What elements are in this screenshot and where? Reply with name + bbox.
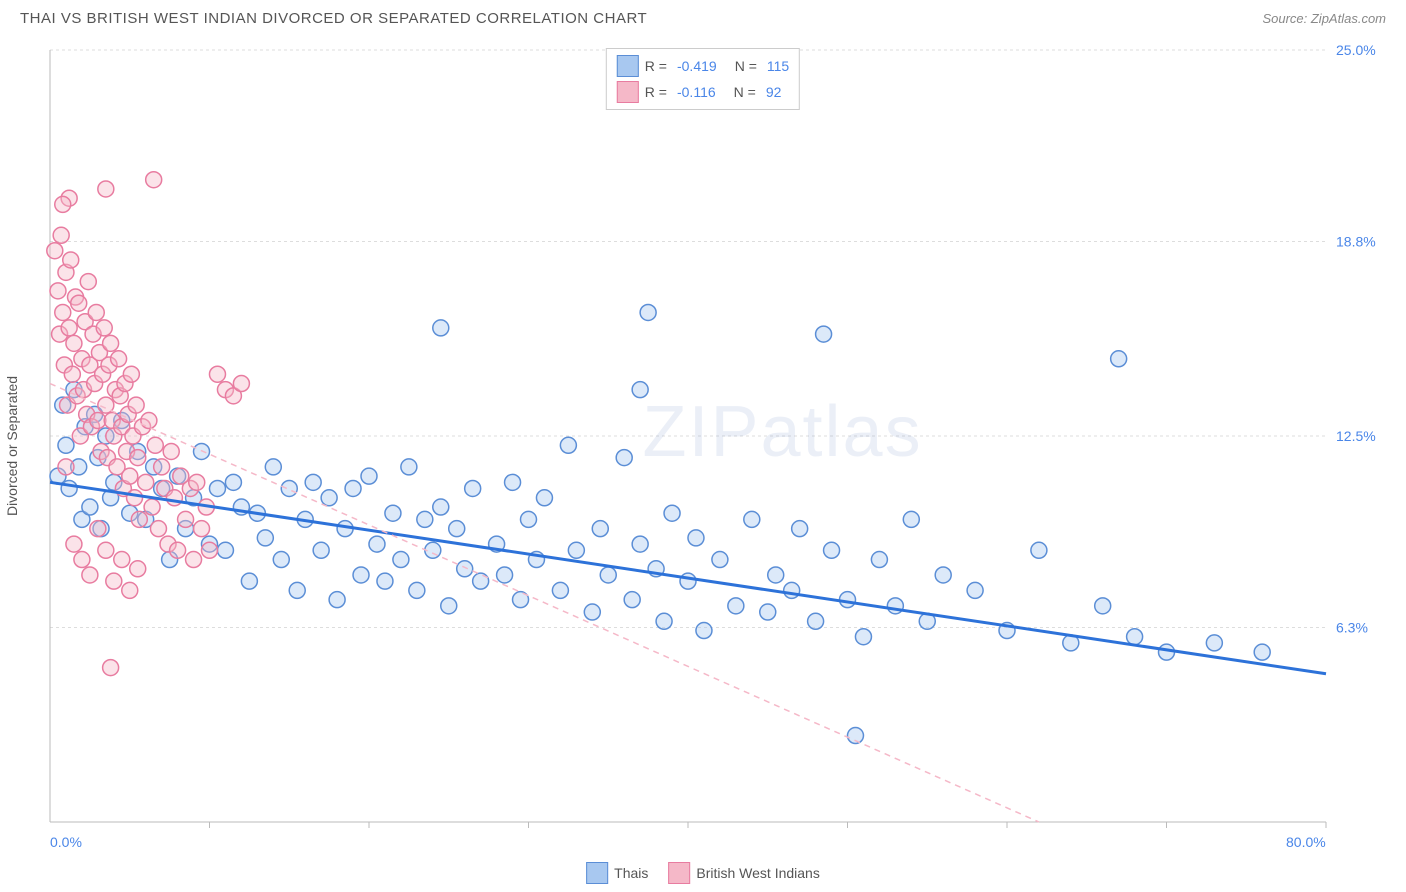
r-value: -0.419 (677, 58, 717, 74)
r-label: R = (645, 58, 667, 74)
x-axis-start-label: 0.0% (50, 834, 82, 850)
n-value: 92 (766, 84, 782, 100)
legend-item: Thais (586, 862, 648, 884)
chart-area: ZIPatlas 6.3%12.5%18.8%25.0% (45, 45, 1386, 852)
series-legend: Thais British West Indians (586, 862, 820, 884)
n-value: 115 (767, 58, 789, 74)
svg-text:25.0%: 25.0% (1336, 45, 1376, 58)
correlation-legend: R = -0.419 N = 115 R = -0.116 N = 92 (606, 48, 800, 110)
scatter-chart: 6.3% 12.5% 18.8% 25.0% (45, 45, 1386, 852)
legend-item: British West Indians (668, 862, 819, 884)
y-axis-label: Divorced or Separated (4, 376, 20, 516)
n-label: N = (735, 58, 757, 74)
swatch-icon (668, 862, 690, 884)
r-value: -0.116 (677, 84, 716, 100)
chart-title: THAI VS BRITISH WEST INDIAN DIVORCED OR … (20, 10, 647, 27)
x-axis-end-label: 80.0% (1286, 834, 1326, 850)
source-label: Source: ZipAtlas.com (1262, 11, 1386, 26)
legend-row: R = -0.419 N = 115 (617, 53, 789, 79)
swatch-icon (617, 81, 639, 103)
svg-text:18.8%: 18.8% (1336, 233, 1376, 249)
svg-text:6.3%: 6.3% (1336, 619, 1368, 635)
legend-label: Thais (614, 865, 648, 881)
swatch-icon (617, 55, 639, 77)
swatch-icon (586, 862, 608, 884)
r-label: R = (645, 84, 667, 100)
legend-row: R = -0.116 N = 92 (617, 79, 789, 105)
legend-label: British West Indians (696, 865, 819, 881)
svg-text:12.5%: 12.5% (1336, 428, 1376, 444)
n-label: N = (734, 84, 756, 100)
